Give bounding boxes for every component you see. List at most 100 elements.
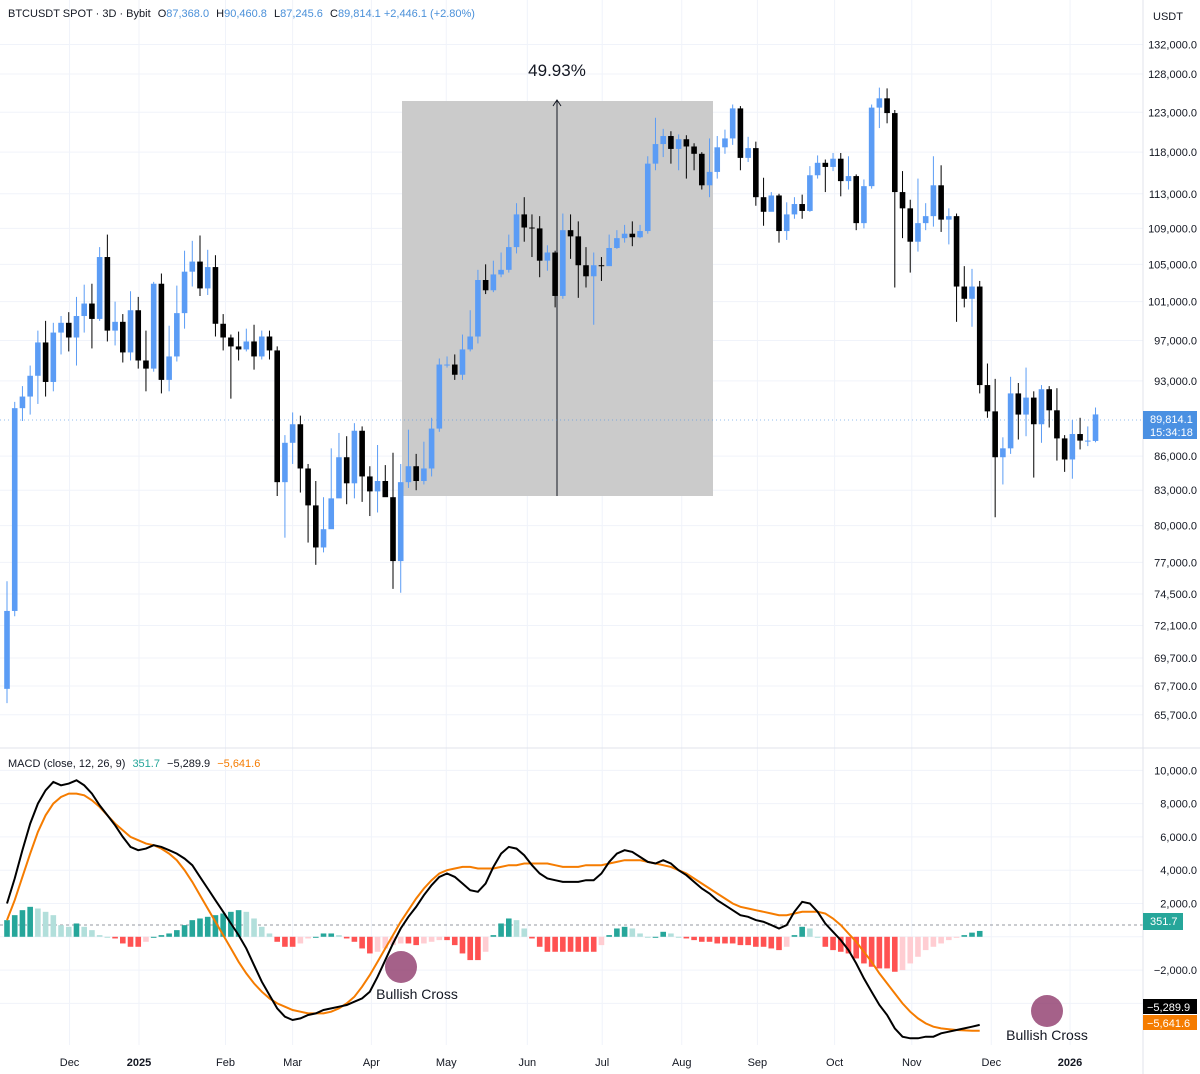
histogram-bar	[313, 936, 319, 938]
candle-body	[1069, 434, 1076, 460]
price-tick-label: 69,700.0	[1154, 653, 1197, 665]
ohlc-legend[interactable]: BTCUSDT SPOT · 3D · Bybit O87,368.0 H90,…	[8, 8, 475, 20]
histogram-bar	[81, 926, 87, 937]
macd-hist-tag-value: 351.7	[1150, 916, 1178, 928]
histogram-bar	[58, 925, 64, 937]
histogram-bar	[174, 930, 180, 937]
price-axis-currency: USDT	[1153, 11, 1183, 23]
macd-hist-tag-bg	[1143, 913, 1183, 930]
histogram-bar	[938, 936, 944, 944]
macd-hist-value: 351.7	[132, 758, 160, 770]
histogram-bar	[359, 936, 365, 949]
candle-body	[174, 313, 180, 357]
candle-body	[112, 321, 118, 331]
candle-body	[143, 360, 149, 369]
histogram-bar	[830, 936, 836, 951]
histogram-bar	[421, 936, 427, 944]
histogram-bar	[490, 935, 497, 937]
candle-body	[266, 336, 273, 351]
candle-body	[42, 342, 49, 382]
candle-body	[212, 267, 219, 324]
candle-body	[753, 148, 759, 198]
histogram-bar	[969, 932, 975, 937]
candle-body	[892, 113, 898, 193]
price-tick-label: 109,000.0	[1148, 223, 1197, 235]
macd-tick-label: −2,000.0	[1154, 965, 1197, 977]
histogram-bar	[204, 916, 211, 937]
histogram-bar	[120, 936, 126, 944]
macd-title[interactable]: MACD (close, 12, 26, 9)	[8, 758, 126, 770]
price-tick-label: 132,000.0	[1148, 39, 1197, 51]
candle-body	[490, 274, 497, 291]
candle-body	[1015, 393, 1022, 415]
candle-body	[629, 233, 636, 238]
histogram-bar	[19, 910, 26, 937]
histogram-bar	[876, 936, 883, 969]
price-tick-label: 72,100.0	[1154, 620, 1197, 632]
candle-body	[930, 185, 937, 217]
histogram-bar	[884, 936, 890, 969]
candle-body	[807, 175, 813, 211]
candle-body	[1077, 434, 1083, 441]
candle-body	[992, 411, 998, 458]
candle-body	[204, 267, 211, 289]
candle-body	[58, 322, 64, 333]
measure-range[interactable]: 49.93%	[402, 61, 713, 496]
candle-body	[830, 158, 836, 167]
candle-body	[289, 424, 296, 443]
bullish-cross-marker-2	[1031, 995, 1063, 1027]
candle-body	[737, 108, 744, 158]
histogram-bar	[189, 920, 196, 937]
time-tick-label: Apr	[363, 1057, 380, 1069]
candle-body	[969, 286, 975, 299]
candle-body	[382, 481, 389, 498]
last-price-tag[interactable]: 89,814.1 15:34:18	[1143, 411, 1197, 439]
histogram-bar	[220, 913, 226, 937]
price-tick-label: 113,000.0	[1149, 189, 1197, 201]
candle-body	[868, 107, 875, 187]
histogram-bar	[444, 936, 450, 941]
histogram-bar	[297, 936, 304, 944]
price-axis-ticks: 132,000.0 128,000.0 123,000.0 118,000.0 113,…	[1148, 39, 1197, 721]
price-tick-label: 105,000.0	[1148, 259, 1197, 271]
candle-body	[166, 356, 172, 380]
candle-body	[668, 136, 674, 149]
candle-body	[699, 153, 705, 186]
macd-tick-label: 2,000.0	[1160, 899, 1197, 911]
symbol-title[interactable]: BTCUSDT SPOT · 3D · Bybit	[8, 8, 151, 20]
candle-body	[459, 349, 466, 375]
histogram-bar	[104, 936, 111, 938]
candle-body	[251, 341, 257, 357]
histogram-bar	[930, 936, 937, 947]
candle-body	[922, 216, 929, 224]
histogram-bar	[251, 918, 257, 937]
candle-body	[745, 148, 751, 158]
histogram-bar	[150, 936, 157, 938]
candle-body	[861, 186, 867, 224]
histogram-bar	[683, 936, 690, 939]
histogram-bar	[961, 935, 968, 937]
histogram-bar	[266, 933, 273, 937]
candle-body	[506, 247, 512, 270]
macd-tick-label: 10,000.0	[1154, 765, 1197, 777]
histogram-bar	[351, 936, 358, 942]
histogram-bar	[776, 936, 782, 951]
histogram-bar	[714, 936, 721, 944]
price-tick-label: 83,000.0	[1154, 485, 1197, 497]
histogram-bar	[498, 923, 504, 937]
histogram-bar	[65, 926, 72, 937]
candle-body	[320, 529, 327, 548]
histogram-bar	[598, 936, 605, 946]
candle-body	[513, 214, 520, 248]
histogram-bar	[235, 910, 242, 937]
price-tick-label: 74,500.0	[1154, 589, 1197, 601]
candle-body	[451, 364, 458, 375]
histogram-bar	[814, 936, 821, 938]
macd-legend[interactable]: MACD (close, 12, 26, 9) 351.7 −5,289.9 −…	[8, 758, 260, 770]
histogram-bar	[428, 936, 435, 942]
candle-body	[552, 252, 558, 296]
candle-body	[428, 428, 435, 469]
candle-body	[243, 341, 250, 350]
histogram-bar	[521, 928, 528, 937]
